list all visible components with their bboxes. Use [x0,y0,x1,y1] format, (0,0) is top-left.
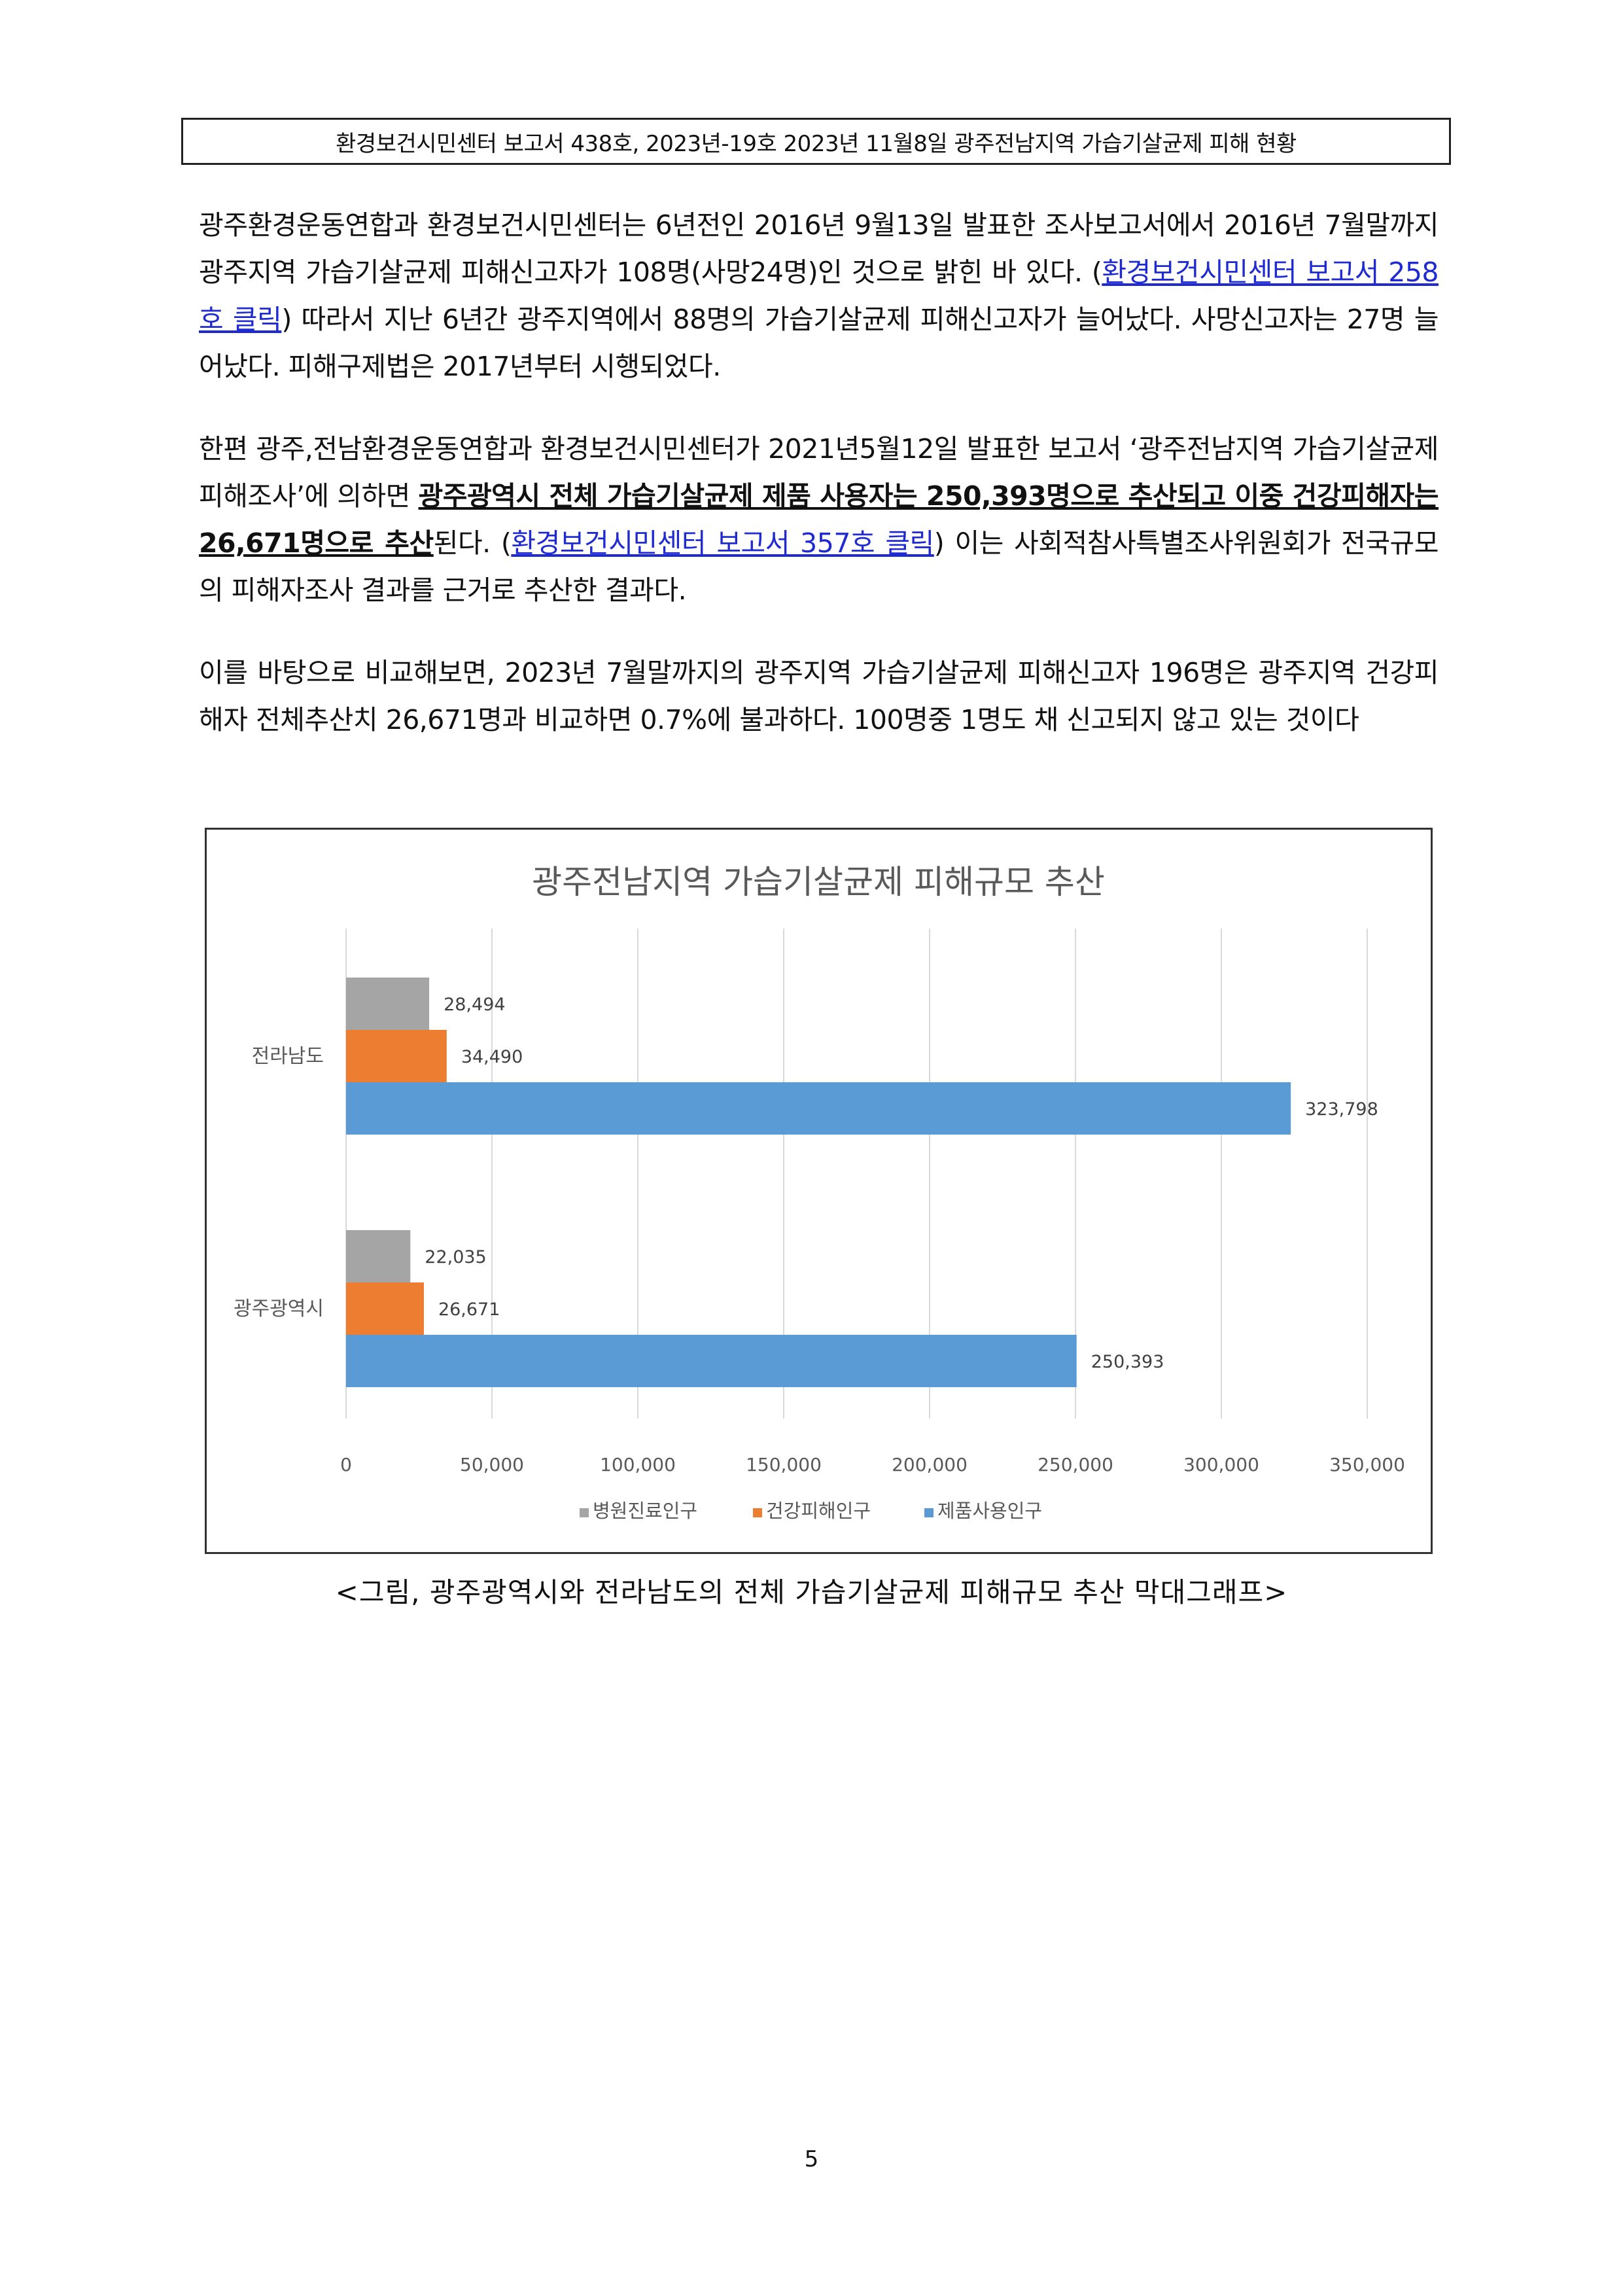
paragraph-text: ) 이는 사회적참사특별조사위원회가 전국규모의 피해자조사 결과를 근거로 추… [199,527,1439,606]
data-label: 323,798 [1305,1099,1378,1120]
report-header: 환경보건시민센터 보고서 438호, 2023년-19호 2023년 11월8일… [181,118,1451,165]
page-number: 5 [804,2146,819,2172]
x-tick-label: 200,000 [892,1454,968,1475]
x-tick-label: 50,000 [460,1454,524,1475]
legend-label: 제품사용인구 [937,1500,1042,1522]
legend-label: 건강피해인구 [766,1500,871,1522]
data-label: 22,035 [425,1247,486,1267]
bar [346,1230,411,1282]
legend-swatch [753,1508,762,1517]
figure-caption: <그림, 광주광역시와 전라남도의 전체 가습기살균제 피해규모 추산 막대그래… [335,1576,1288,1608]
bar [346,1282,424,1335]
paragraph-text: ) 따라서 지난 6년간 광주지역에서 88명의 가습기살균제 피해신고자가 늘… [199,304,1439,382]
paragraph-3: 이를 바탕으로 비교해보면, 2023년 7월말까지의 광주지역 가습기살균제 … [199,649,1439,743]
paragraph-text: 이를 바탕으로 비교해보면, 2023년 7월말까지의 광주지역 가습기살균제 … [199,657,1439,735]
data-label: 34,490 [461,1047,523,1067]
legend-label: 병원진료인구 [593,1500,697,1522]
data-label: 26,671 [438,1299,500,1320]
bar [346,1335,1077,1387]
legend-swatch [580,1508,589,1517]
legend-swatch [924,1508,934,1517]
paragraph-2: 한편 광주,전남환경운동연합과 환경보건시민센터가 2021년5월12일 발표한… [199,425,1439,614]
bar-chart: 광주전남지역 가습기살균제 피해규모 추산 0 50,000 100,000 150,0… [234,863,1405,1522]
category-label: 광주광역시 [234,1298,324,1320]
paragraph-text: 한편 광주,전남환경운동연합과 환경보건시민센터가 2021년5월12일 발표한… [199,433,1439,512]
x-tick-label: 150,000 [746,1454,822,1475]
x-tick-label: 300,000 [1183,1454,1259,1475]
bar [346,978,430,1030]
category-label: 전라남도 [252,1045,324,1068]
chart-title: 광주전남지역 가습기살균제 피해규모 추산 [532,863,1105,901]
chart-frame: 광주전남지역 가습기살균제 피해규모 추산 0 50,000 100,000 150,0… [205,828,1433,1554]
data-label: 250,393 [1091,1352,1164,1372]
header-title: 환경보건시민센터 보고서 438호, 2023년-19호 2023년 11월8일… [336,130,1297,157]
x-tick-label: 0 [340,1454,352,1475]
paragraph-1: 광주환경운동연합과 환경보건시민센터는 6년전인 2016년 9월13일 발표한… [199,202,1439,390]
bar [346,1082,1291,1135]
data-label: 28,494 [444,995,505,1015]
bar [346,1030,447,1082]
emphasis-text: 광주광역시 전체 가습기살균제 제품 사용자는 250,393명으로 추산되고 … [199,480,1439,559]
report-258-link[interactable]: 환경보건시민센터 보고서 258호 클릭 [199,256,1439,335]
x-tick-label: 100,000 [600,1454,676,1475]
paragraph-text: 광주환경운동연합과 환경보건시민센터는 6년전인 2016년 9월13일 발표한… [199,209,1439,288]
x-tick-label: 250,000 [1038,1454,1113,1475]
report-357-link[interactable]: 환경보건시민센터 보고서 357호 클릭 [511,527,934,559]
x-tick-label: 350,000 [1329,1454,1405,1475]
paragraph-text: 된다. ( [433,527,512,559]
